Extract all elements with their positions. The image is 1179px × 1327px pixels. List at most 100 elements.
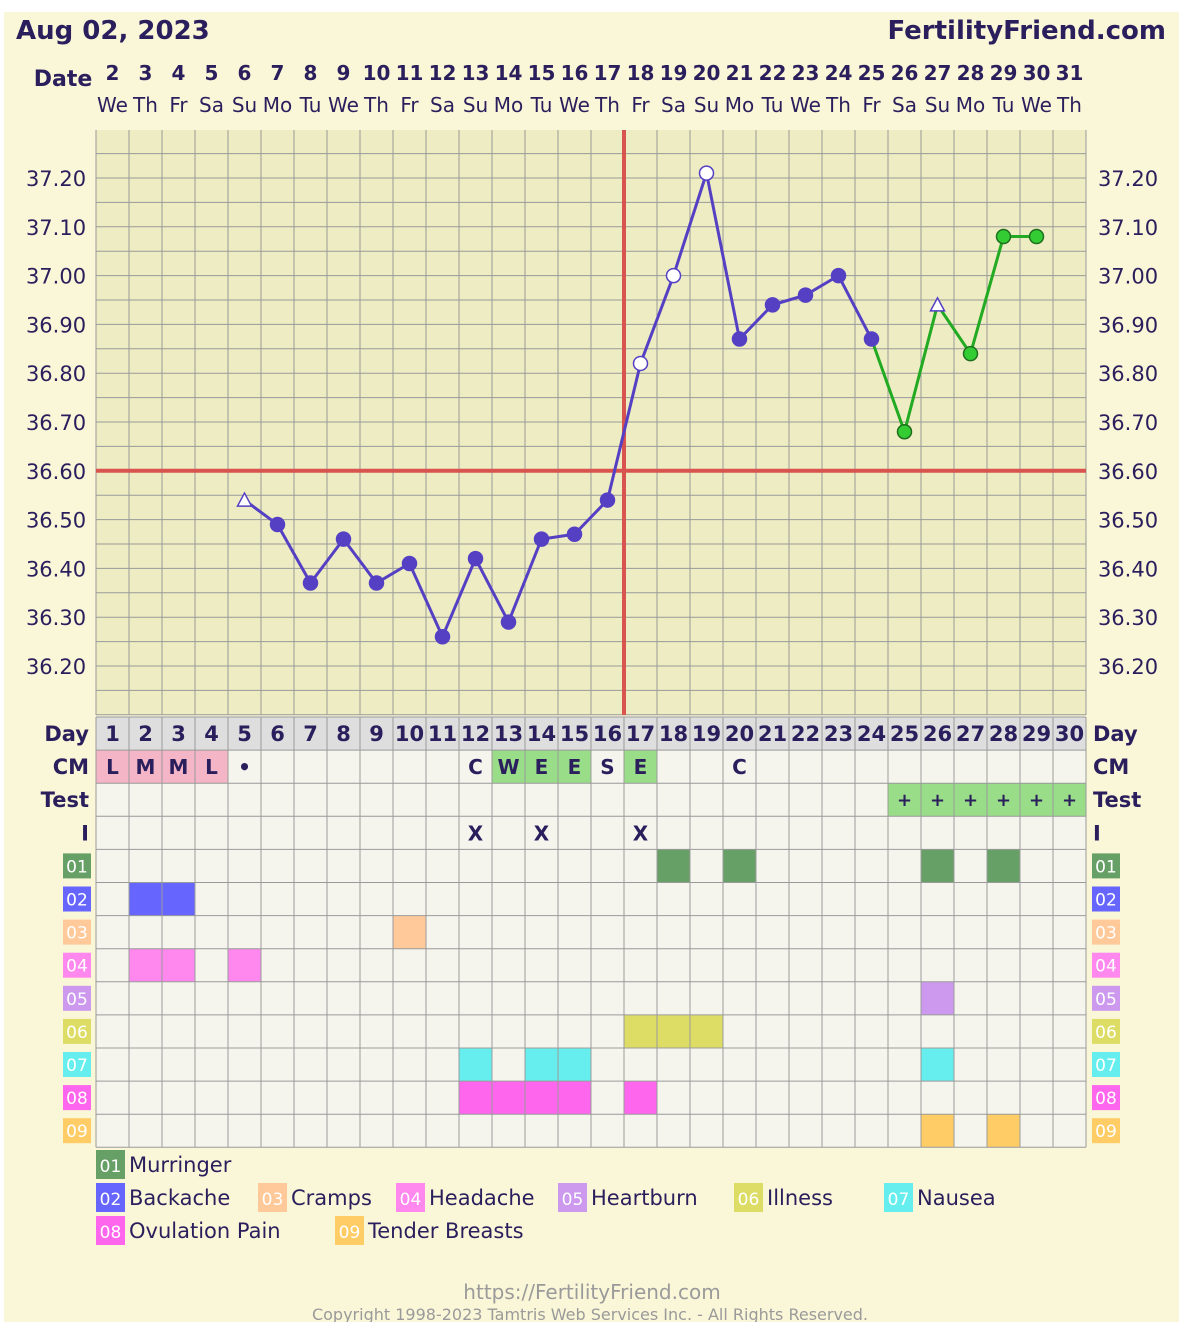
table-cell xyxy=(657,1114,690,1148)
legend-code: 06 xyxy=(738,1190,760,1210)
cm-cell-fill xyxy=(162,750,195,784)
date-label: 12 xyxy=(429,61,457,85)
cm-code: W xyxy=(497,755,519,779)
table-cell xyxy=(1020,948,1053,982)
row-label-left: I xyxy=(81,821,89,845)
date-label: 9 xyxy=(337,61,351,85)
weekday-label: Mo xyxy=(263,93,293,117)
table-cell xyxy=(789,783,822,817)
cm-code: M xyxy=(169,755,189,779)
table-cell xyxy=(261,1114,294,1148)
date-label: 31 xyxy=(1056,61,1084,85)
date-label: 3 xyxy=(139,61,153,85)
table-cell xyxy=(888,1048,921,1082)
temperature-point xyxy=(599,492,616,508)
table-cell xyxy=(393,750,426,784)
symptom-cell xyxy=(987,1114,1020,1148)
symptom-code-left: 04 xyxy=(66,957,88,977)
table-cell xyxy=(96,816,129,850)
day-header-cell xyxy=(1053,717,1086,751)
temperature-point xyxy=(533,531,550,547)
y-tick-right: 36.30 xyxy=(1098,606,1158,630)
table-cell xyxy=(294,882,327,916)
legend-name: Headache xyxy=(429,1186,535,1210)
table-cell xyxy=(591,750,624,784)
day-header-cell xyxy=(1020,717,1053,751)
table-cell xyxy=(822,915,855,949)
table-cell xyxy=(360,849,393,883)
table-cell xyxy=(261,882,294,916)
footer-url: https://FertilityFriend.com xyxy=(463,1280,720,1304)
cm-code: E xyxy=(535,755,549,779)
table-cell xyxy=(459,750,492,784)
day-header-cell xyxy=(822,717,855,751)
table-cell xyxy=(195,1114,228,1148)
table-cell xyxy=(360,783,393,817)
date-label: 22 xyxy=(759,61,787,85)
date-label: 13 xyxy=(462,61,490,85)
table-cell xyxy=(393,1048,426,1082)
temperature-point xyxy=(335,531,352,547)
table-cell xyxy=(1053,750,1086,784)
temperature-point-triangle xyxy=(236,491,253,507)
table-cell xyxy=(657,948,690,982)
day-header-cell xyxy=(723,717,756,751)
table-cell xyxy=(261,915,294,949)
table-cell xyxy=(987,981,1020,1015)
symptom-code-badge-right xyxy=(1092,1118,1120,1144)
table-cell xyxy=(888,750,921,784)
day-header-cell xyxy=(789,717,822,751)
cycle-day-label: 5 xyxy=(237,722,252,746)
day-header-cell xyxy=(921,717,954,751)
table-cell xyxy=(393,1114,426,1148)
table-cell xyxy=(492,783,525,817)
symptom-cell xyxy=(657,1014,690,1048)
legend-code: 07 xyxy=(888,1190,910,1210)
table-cell xyxy=(888,849,921,883)
table-cell xyxy=(723,1048,756,1082)
table-cell xyxy=(195,849,228,883)
table-cell xyxy=(393,1081,426,1115)
symptom-cell xyxy=(558,1048,591,1082)
table-cell xyxy=(723,1014,756,1048)
temperature-point xyxy=(962,345,979,362)
date-label: 23 xyxy=(792,61,820,85)
date-label: 5 xyxy=(205,61,219,85)
temperature-point xyxy=(830,267,847,284)
table-cell xyxy=(327,1048,360,1082)
table-cell xyxy=(129,1014,162,1048)
table-cell xyxy=(954,816,987,850)
intercourse-mark: X xyxy=(534,821,550,845)
table-cell xyxy=(525,948,558,982)
y-tick-right: 37.20 xyxy=(1098,167,1158,191)
table-cell xyxy=(459,948,492,982)
table-cell xyxy=(1020,981,1053,1015)
cycle-day-label: 20 xyxy=(725,722,754,746)
table-cell xyxy=(591,1081,624,1115)
table-cell xyxy=(888,1114,921,1148)
day-header-cell xyxy=(459,717,492,751)
table-cell xyxy=(393,849,426,883)
date-label: 11 xyxy=(396,61,424,85)
table-cell xyxy=(1053,816,1086,850)
test-cell-fill xyxy=(1053,783,1086,817)
day-header-cell xyxy=(129,717,162,751)
date-label: 4 xyxy=(172,61,186,85)
table-cell xyxy=(327,1114,360,1148)
table-cell xyxy=(393,948,426,982)
test-cell-fill xyxy=(888,783,921,817)
table-cell xyxy=(657,783,690,817)
cm-cell-fill xyxy=(96,750,129,784)
legend-name: Murringer xyxy=(129,1153,232,1177)
cycle-day-label: 1 xyxy=(105,722,120,746)
table-cell xyxy=(228,1081,261,1115)
symptom-code-badge-right xyxy=(1092,886,1120,912)
date-label: 30 xyxy=(1023,61,1051,85)
table-cell xyxy=(723,981,756,1015)
table-cell xyxy=(492,1114,525,1148)
table-cell xyxy=(954,981,987,1015)
table-cell xyxy=(624,1048,657,1082)
date-row-label: Date xyxy=(34,67,93,92)
table-cell xyxy=(723,816,756,850)
table-cell xyxy=(756,1114,789,1148)
